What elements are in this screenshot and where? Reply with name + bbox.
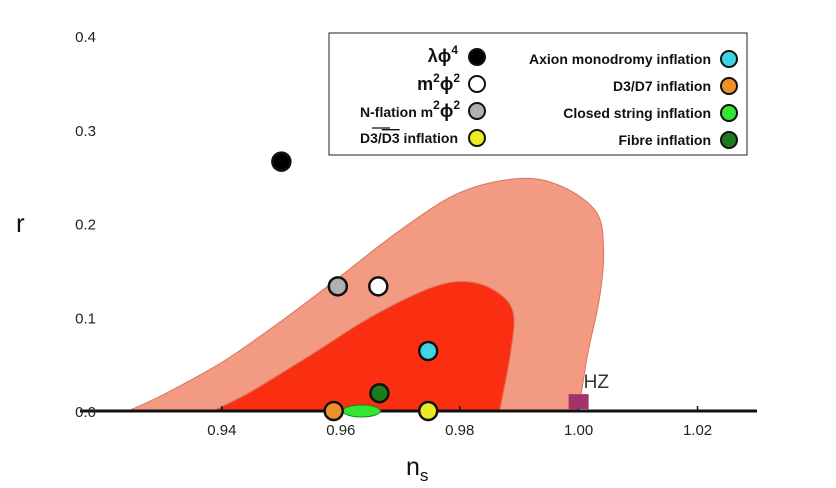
y-tick-label: 0.0 [75, 404, 96, 421]
legend-sup-n-flation: 2 [433, 98, 440, 112]
y-tick-label: 0.2 [75, 217, 96, 234]
y-axis-title: r [16, 208, 25, 238]
legend-label-m2phi2: m [417, 74, 433, 94]
confidence-contours [127, 177, 605, 412]
x-tick-label: 0.98 [445, 422, 474, 439]
legend-label2-d3-d3bar: D3 [382, 130, 400, 146]
contour-inner [212, 281, 515, 412]
legend-item-axion-monodromy: Axion monodromy inflation [529, 50, 738, 68]
svg-text:D3/D3 inflation: D3/D3 inflation [360, 130, 458, 146]
y-tick-label: 0.4 [75, 29, 96, 46]
legend-label-d3-d7: D3/D7 inflation [613, 78, 711, 94]
y-tick-label: 0.1 [75, 310, 96, 327]
legend-marker-m2phi2 [468, 75, 486, 93]
x-tick-label: 0.96 [326, 422, 355, 439]
legend-marker-lambda-phi4 [468, 48, 486, 66]
y-tick-label: 0.3 [75, 123, 96, 140]
x-axis-title-main: n [406, 453, 420, 481]
data-point-2 [327, 276, 349, 297]
legend-marker-closed-string [720, 104, 738, 122]
hz-label: HZ [584, 372, 610, 393]
data-points [271, 151, 589, 422]
legend-item-closed-string: Closed string inflation [563, 104, 738, 122]
legend-label3-d3-d3bar: inflation [400, 130, 458, 146]
legend-label-axion-monodromy: Axion monodromy inflation [529, 51, 711, 67]
legend-label-d3-d3bar: D3/ [360, 130, 382, 146]
svg-text:ns: ns [406, 453, 428, 485]
data-point-4 [417, 340, 439, 362]
data-point-3 [368, 276, 389, 297]
svg-text:N-flation m2ϕ2: N-flation m2ϕ2 [360, 98, 460, 121]
legend-marker-d3-d3bar [468, 129, 486, 147]
data-point-8 [342, 404, 381, 418]
legend-label-closed-string: Closed string inflation [563, 105, 711, 121]
legend-label-fibre: Fibre inflation [618, 132, 711, 148]
legend-marker-d3-d7 [720, 77, 738, 95]
legend-marker-axion-monodromy [720, 50, 738, 68]
legend-item-lambda-phi4: λϕ4 [428, 43, 486, 66]
legend-item-d3-d7: D3/D7 inflation [613, 77, 738, 95]
x-tick-label: 1.00 [564, 422, 593, 439]
legend-item-m2phi2: m2ϕ2 [417, 71, 486, 94]
legend-marker-fibre [720, 131, 738, 149]
legend-marker-n-flation [468, 102, 486, 120]
legend-sup2-n-flation: 2 [453, 98, 460, 112]
svg-text:λϕ4: λϕ4 [428, 43, 459, 66]
legend-label-lambda-phi4: λϕ [428, 46, 452, 66]
legend-sup2-m2phi2: 2 [453, 71, 460, 85]
legend-label2-m2phi2: ϕ [440, 74, 454, 94]
hz-marker [568, 394, 589, 410]
legend-sup-lambda-phi4: 4 [451, 43, 458, 57]
x-axis-title: ns [406, 453, 428, 485]
data-point-5 [369, 382, 390, 404]
legend-label-n-flation: N-flation m [360, 104, 433, 120]
legend-item-n-flation: N-flation m2ϕ2 [360, 98, 486, 121]
data-point-1 [271, 151, 292, 172]
data-point-6 [323, 400, 344, 422]
legend: λϕ4 m2ϕ2 N-flation m2ϕ2 D3/D3 inflation … [328, 32, 748, 156]
svg-text:m2ϕ2: m2ϕ2 [417, 71, 460, 94]
x-tick-label: 0.94 [207, 422, 236, 439]
axes: 0.94 0.96 0.98 1.00 1.02 0.0 0.1 0.2 0.3 0.4 [75, 29, 757, 439]
x-tick-label: 1.02 [683, 422, 712, 439]
legend-item-fibre: Fibre inflation [618, 131, 738, 149]
legend-sup-m2phi2: 2 [433, 71, 440, 85]
legend-item-d3-d3bar: D3/D3 inflation [360, 127, 486, 147]
legend-label2-n-flation: ϕ [440, 101, 454, 121]
x-axis-title-subscript: s [420, 466, 429, 485]
legend-box [328, 32, 748, 156]
data-point-7 [417, 400, 439, 422]
